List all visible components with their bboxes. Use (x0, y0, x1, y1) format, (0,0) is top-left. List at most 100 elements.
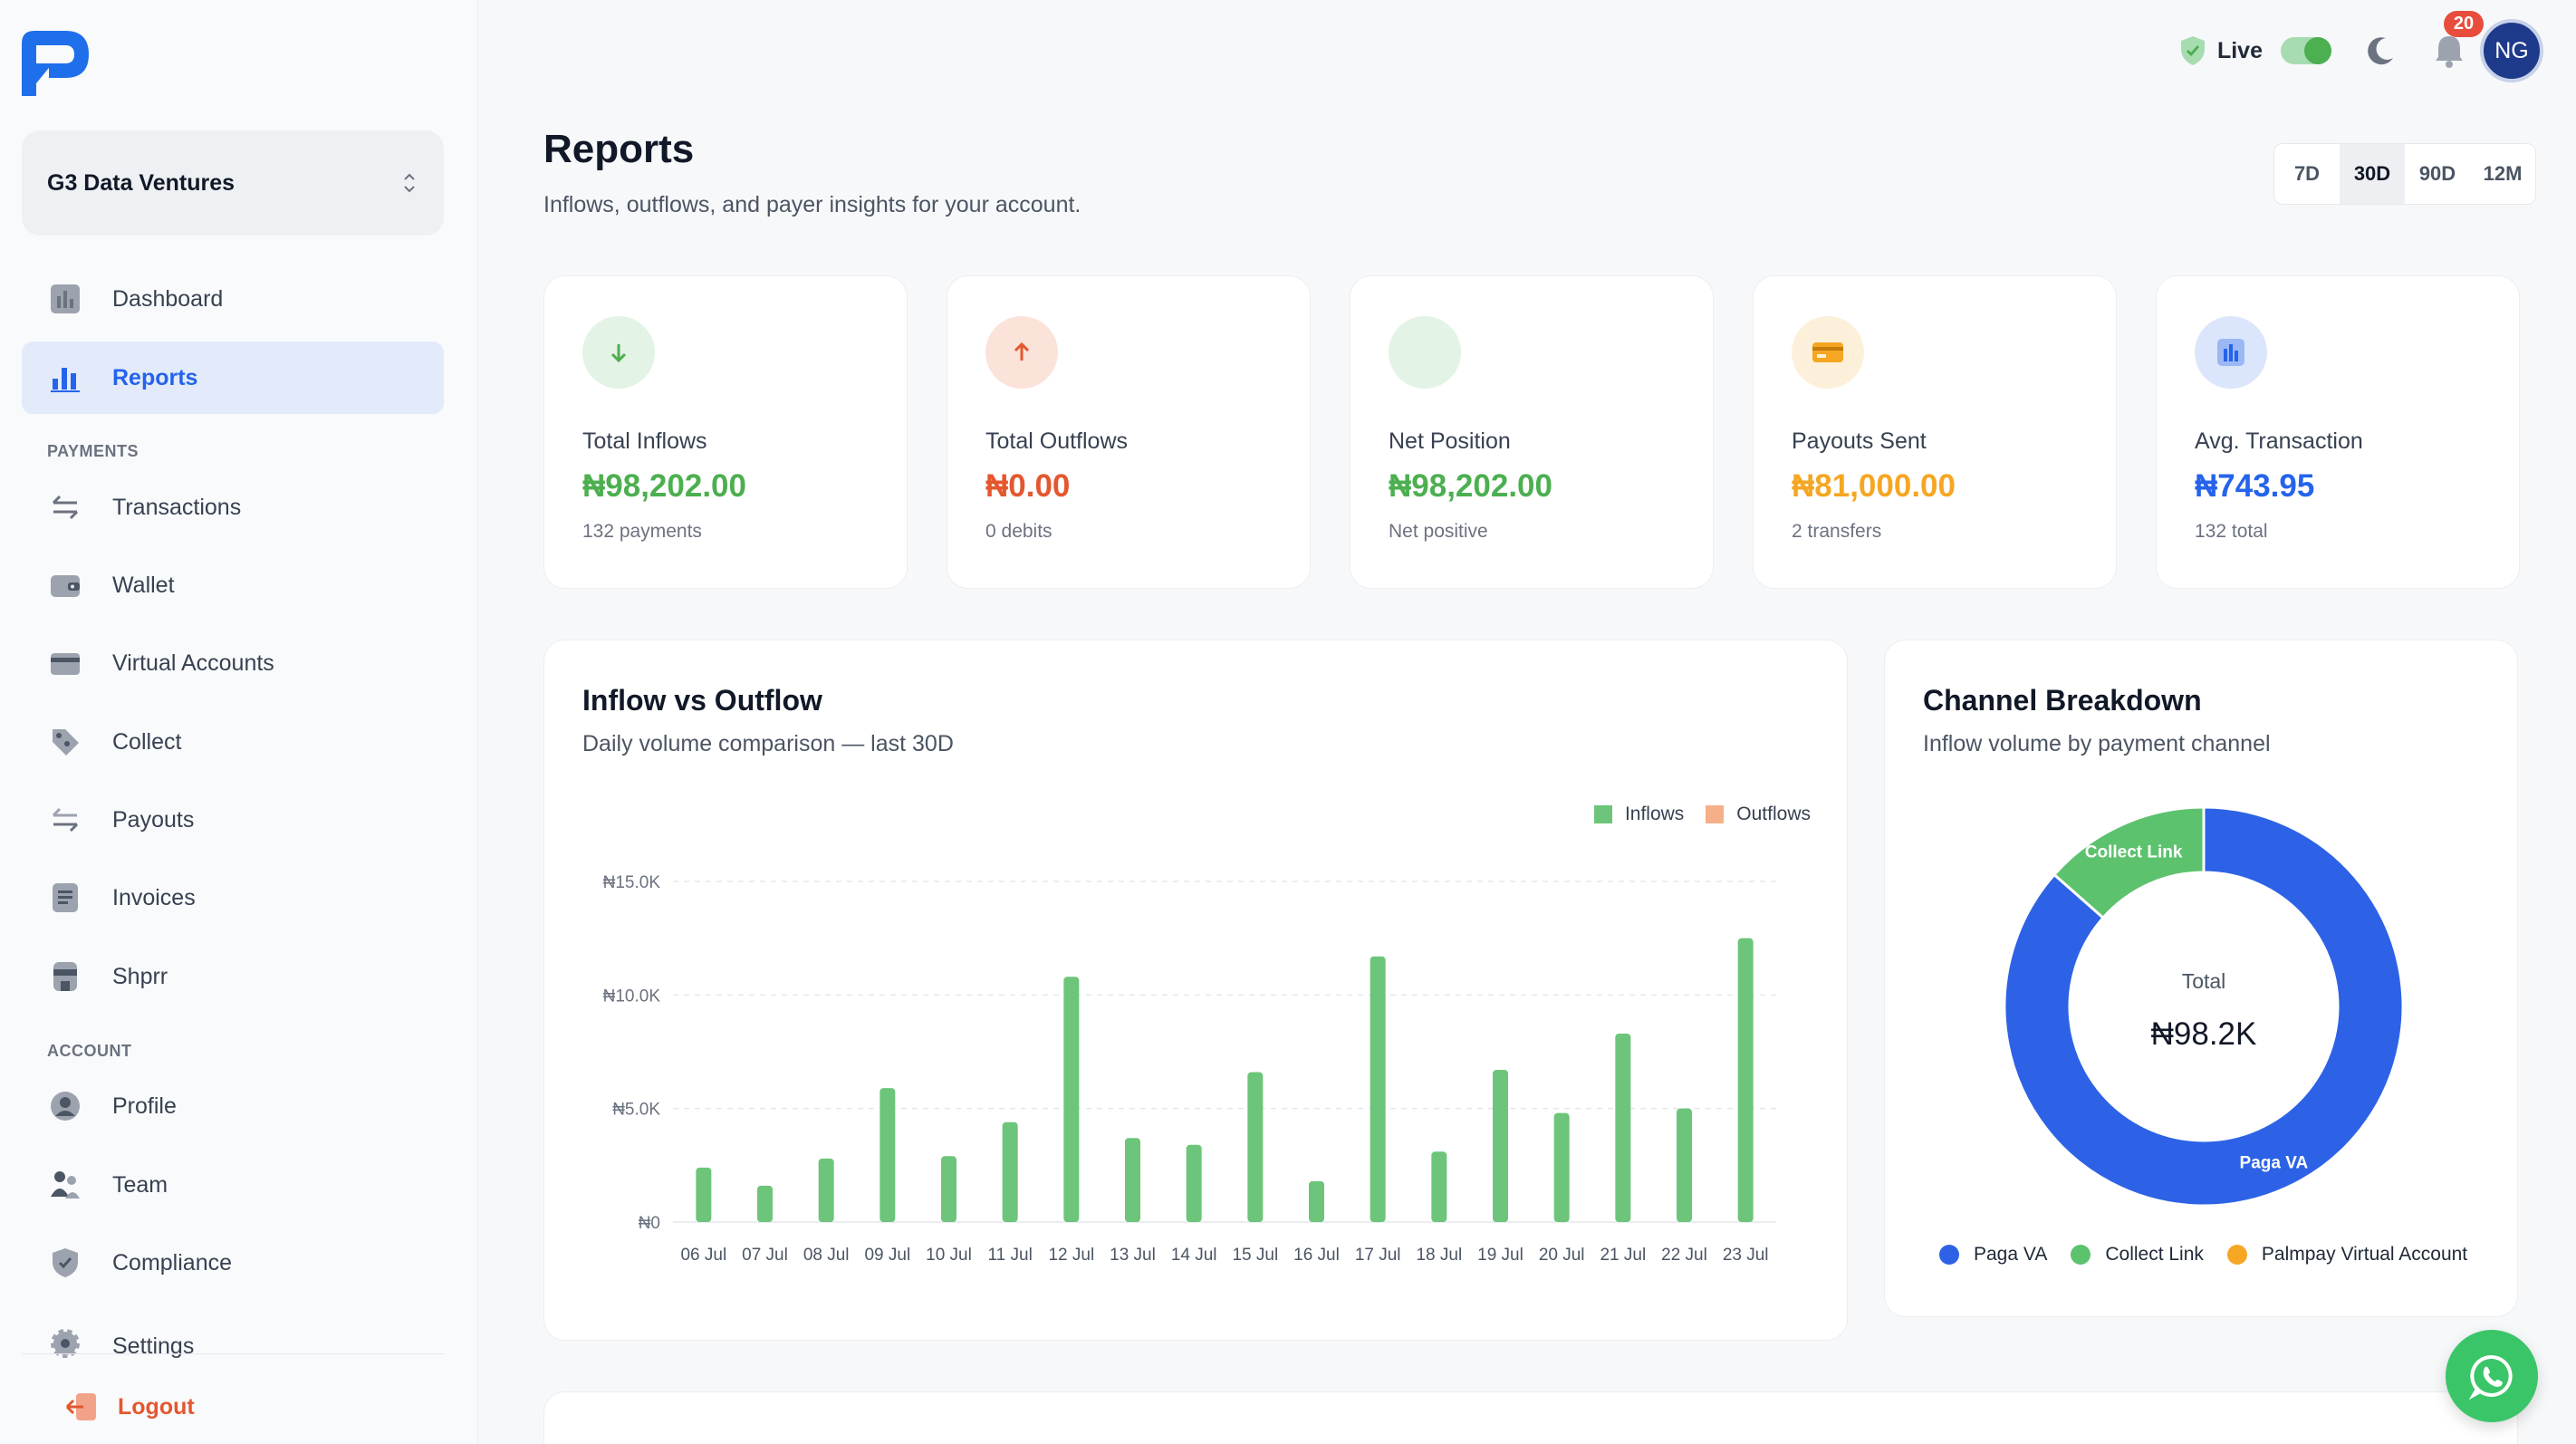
stat-note: 0 debits (985, 521, 1053, 542)
sidebar-item-virtual-accounts[interactable]: Virtual Accounts (22, 627, 444, 699)
sidebar-item-team[interactable]: Team (22, 1149, 444, 1221)
bell-icon (2436, 36, 2463, 68)
whatsapp-icon (2468, 1354, 2513, 1400)
y-tick-label: ₦5.0K (612, 1101, 660, 1120)
sidebar-item-transactions[interactable]: Transactions (22, 471, 444, 544)
legend-swatch (1593, 805, 1612, 823)
moon-icon[interactable] (2364, 34, 2397, 67)
sidebar-item-label: Reports (112, 364, 198, 390)
sidebar-item-collect[interactable]: Collect (22, 706, 444, 778)
x-tick-label: 10 Jul (926, 1246, 972, 1265)
bar-inflows[interactable] (1125, 1138, 1140, 1222)
payout-card-icon (1792, 316, 1864, 389)
legend-item-inflows[interactable]: Inflows (1593, 804, 1684, 825)
legend-item-collect-link[interactable]: Collect Link (2071, 1244, 2204, 1266)
bar-inflows[interactable] (1431, 1151, 1447, 1222)
bar-inflows[interactable] (1553, 1112, 1570, 1222)
document-icon (49, 881, 82, 914)
x-tick-label: 17 Jul (1355, 1246, 1401, 1265)
bar-inflows[interactable] (1370, 956, 1386, 1222)
net-icon (1389, 316, 1461, 389)
inflow-outflow-bar-chart: ₦0 ₦5.0K ₦10.0K ₦15.0K 06 Jul 07 Jul 08 Jul 09 … (603, 873, 1776, 1265)
sidebar-item-label: Invoices (112, 884, 196, 910)
donut-center-label: Total (2182, 969, 2226, 993)
sidebar-item-compliance[interactable]: Compliance (22, 1227, 444, 1299)
donut-slice-paga-va[interactable] (2003, 805, 2405, 1208)
notifications-button[interactable]: 20 (2431, 11, 2484, 69)
stat-card-payouts-sent: Payouts Sent ₦81,000.00 2 transfers (1753, 275, 2117, 589)
logout-button[interactable]: Logout (65, 1391, 195, 1422)
donut-center-value: ₦98.2K (2151, 1016, 2257, 1052)
logo-icon[interactable] (20, 27, 92, 100)
stat-value: ₦0.00 (985, 468, 1071, 504)
sidebar-item-label: Payouts (112, 806, 195, 833)
org-switcher[interactable]: G3 Data Ventures (22, 130, 444, 236)
legend-item-paga-va[interactable]: Paga VA (1939, 1244, 2047, 1266)
bar-inflows[interactable] (757, 1185, 773, 1222)
slice-label: Paga VA (2240, 1153, 2309, 1172)
whatsapp-button[interactable] (2446, 1330, 2538, 1422)
stat-value: ₦98,202.00 (1389, 468, 1552, 504)
legend-label: Paga VA (1974, 1244, 2048, 1265)
bar-inflows[interactable] (1493, 1070, 1508, 1222)
donut-slice-collect-link[interactable] (2052, 805, 2206, 920)
period-tab-12m[interactable]: 12M (2483, 162, 2523, 185)
sidebar: G3 Data Ventures Dashboard Reports PAYME… (0, 0, 478, 1444)
period-tab-90d[interactable]: 90D (2418, 162, 2456, 185)
sidebar-item-invoices[interactable]: Invoices (22, 862, 444, 934)
stat-label: Avg. Transaction (2195, 428, 2363, 454)
x-tick-label: 07 Jul (742, 1246, 788, 1265)
sidebar-item-wallet[interactable]: Wallet (22, 549, 444, 621)
period-tab-7d[interactable]: 7D (2293, 162, 2321, 185)
sidebar-item-reports[interactable]: Reports (22, 342, 444, 414)
bar-inflows[interactable] (1677, 1108, 1692, 1222)
section-label-account: ACCOUNT (47, 1042, 132, 1060)
x-tick-label: 12 Jul (1048, 1246, 1094, 1265)
sidebar-item-profile[interactable]: Profile (22, 1070, 444, 1142)
card-icon (49, 647, 82, 679)
legend-label: Palmpay Virtual Account (2261, 1244, 2468, 1265)
logout-label: Logout (118, 1393, 195, 1420)
period-tab-30d[interactable]: 30D (2340, 144, 2405, 204)
sidebar-item-shprr[interactable]: Shprr (22, 940, 444, 1013)
bar-inflows[interactable] (1002, 1122, 1018, 1222)
y-tick-label: ₦10.0K (603, 987, 661, 1006)
bar-inflows[interactable] (696, 1167, 712, 1222)
stat-card-avg-transaction: Avg. Transaction ₦743.95 132 total (2156, 275, 2520, 589)
x-tick-label: 14 Jul (1171, 1246, 1217, 1265)
bar-inflows[interactable] (1737, 938, 1754, 1222)
y-tick-label: ₦15.0K (603, 873, 661, 892)
bar-inflows[interactable] (1186, 1144, 1202, 1222)
page-subtitle: Inflows, outflows, and payer insights fo… (543, 192, 1081, 217)
stat-label: Total Outflows (985, 428, 1129, 454)
dashboard-icon (49, 283, 82, 315)
x-tick-label: 21 Jul (1600, 1246, 1646, 1265)
sidebar-item-label: Collect (112, 728, 182, 755)
sidebar-item-settings[interactable]: Settings (22, 1305, 444, 1360)
bar-chart-icon (49, 361, 82, 394)
sidebar-item-dashboard[interactable]: Dashboard (22, 263, 444, 335)
bar-inflows[interactable] (879, 1088, 896, 1222)
live-label: Live (2216, 37, 2263, 63)
bar-inflows[interactable] (818, 1158, 834, 1222)
x-tick-label: 08 Jul (803, 1246, 850, 1265)
x-tick-label: 06 Jul (680, 1246, 726, 1265)
bar-inflows[interactable] (941, 1156, 956, 1222)
live-mode-toggle[interactable] (2281, 37, 2331, 64)
x-tick-label: 13 Jul (1110, 1246, 1156, 1265)
notification-count-badge: 20 (2444, 11, 2484, 37)
bar-inflows[interactable] (1615, 1033, 1631, 1222)
legend-item-palmpay[interactable]: Palmpay Virtual Account (2226, 1244, 2468, 1266)
sidebar-item-payouts[interactable]: Payouts (22, 784, 444, 856)
avatar[interactable]: NG (2480, 19, 2543, 82)
bar-inflows[interactable] (1063, 977, 1080, 1222)
arrow-up-icon (985, 316, 1058, 389)
sidebar-item-label: Settings (112, 1333, 195, 1359)
stat-card-net-position: Net Position ₦98,202.00 Net positive (1350, 275, 1714, 589)
period-selector: 7D 30D 90D 12M (2273, 143, 2536, 205)
topbar: Live 20 NG (2179, 11, 2543, 83)
bar-inflows[interactable] (1309, 1180, 1324, 1222)
legend-item-outflows[interactable]: Outflows (1706, 804, 1811, 825)
shield-icon (49, 1247, 82, 1279)
bar-inflows[interactable] (1247, 1072, 1264, 1222)
